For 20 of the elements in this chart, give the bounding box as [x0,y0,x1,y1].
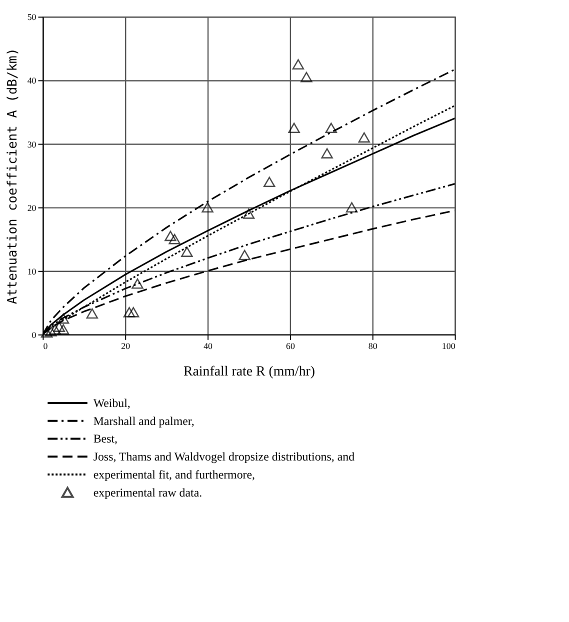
legend-label: Best, [93,432,118,446]
y-tick-label: 0 [32,330,37,340]
y-tick-label: 30 [27,139,37,150]
x-tick-label: 80 [368,340,378,351]
y-tick-label: 10 [27,266,37,276]
legend-label: experimental raw data. [93,485,202,500]
y-axis-title: Attenuation coefficient A (dB/km) [5,48,20,304]
legend-label: Weibul, [93,396,130,410]
x-tick-label: 60 [286,340,296,351]
x-tick-label: 0 [43,340,48,351]
legend-label: experimental fit, and furthermore, [93,467,256,482]
y-tick-label: 20 [27,202,37,213]
x-axis-title: Rainfall rate R (mm/hr) [183,364,316,380]
legend-label: Marshall and palmer, [93,414,194,428]
x-tick-label: 20 [121,340,131,351]
x-tick-label: 40 [204,340,214,351]
x-tick-label: 100 [442,340,456,351]
legend-label: Joss, Thams and Waldvogel dropsize distributions, and [93,450,355,464]
y-tick-label: 50 [27,12,37,22]
y-tick-label: 40 [27,76,37,86]
